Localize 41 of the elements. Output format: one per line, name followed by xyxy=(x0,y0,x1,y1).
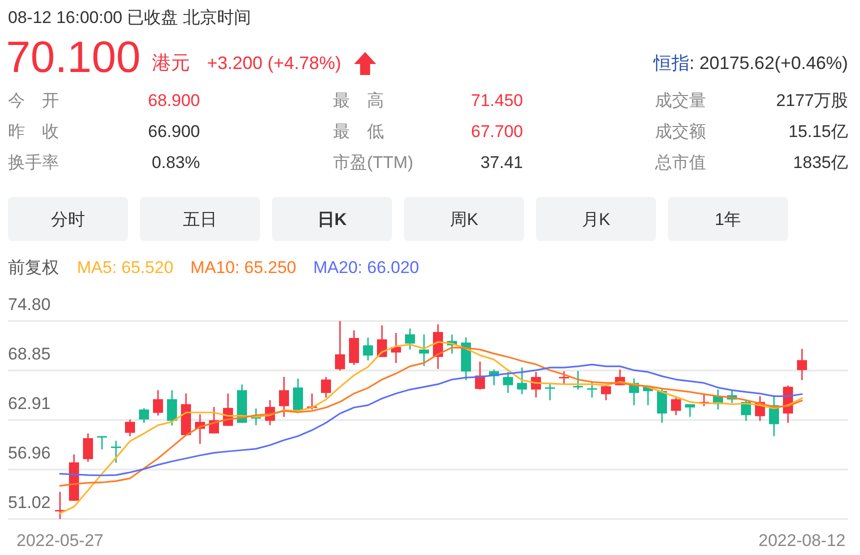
text: 15.15亿 xyxy=(788,122,848,141)
text: 2177万股 xyxy=(776,91,848,110)
text: 总市值 xyxy=(654,153,706,172)
legend-title: 前复权 xyxy=(8,258,59,277)
text: 66.900 xyxy=(148,122,200,141)
text: 68.900 xyxy=(148,91,200,110)
text: 成交量 xyxy=(655,91,706,110)
text: 最 低 xyxy=(333,122,384,141)
text: 恒指 xyxy=(652,53,690,73)
text: +3.200 (+4.78%) xyxy=(207,53,342,73)
text: 换手率 xyxy=(8,153,59,172)
text: 日K xyxy=(317,210,348,229)
x-tick-label: 2022-08-12 xyxy=(758,531,846,550)
text: 0.83% xyxy=(152,153,200,172)
text: 1年 xyxy=(714,210,742,229)
text: 08-12 16:00:00 已收盘 北京时间 xyxy=(8,8,251,27)
y-tick-label: 68.85 xyxy=(8,344,51,364)
text: 五日 xyxy=(183,210,217,229)
text: 分时 xyxy=(51,210,85,229)
text: 37.41 xyxy=(480,153,523,172)
text: MA10: 65.250 xyxy=(190,258,296,277)
text: 市盈(TTM) xyxy=(333,153,414,172)
text: 71.450 xyxy=(471,91,523,110)
text: 周K xyxy=(450,210,479,229)
text: 月K xyxy=(582,210,611,229)
y-tick-label: 62.91 xyxy=(8,394,51,413)
y-tick-label: 51.02 xyxy=(8,493,51,512)
text: MA5: 65.520 xyxy=(77,258,174,277)
text: 今 开 xyxy=(8,91,59,110)
text: 67.700 xyxy=(471,122,523,141)
x-tick-label: 2022-05-27 xyxy=(16,531,104,550)
text: MA20: 66.020 xyxy=(313,258,420,277)
text: 1835亿 xyxy=(793,153,848,172)
text: : 20175.62(+0.46%) xyxy=(689,53,848,73)
text: 昨 收 xyxy=(8,122,59,141)
text: 成交额 xyxy=(655,122,706,141)
text: 最 高 xyxy=(333,91,384,110)
text: 70.100 xyxy=(6,33,141,82)
y-tick-label: 74.80 xyxy=(8,295,51,314)
y-tick-label: 56.96 xyxy=(8,444,51,463)
text: 港元 xyxy=(152,53,190,74)
